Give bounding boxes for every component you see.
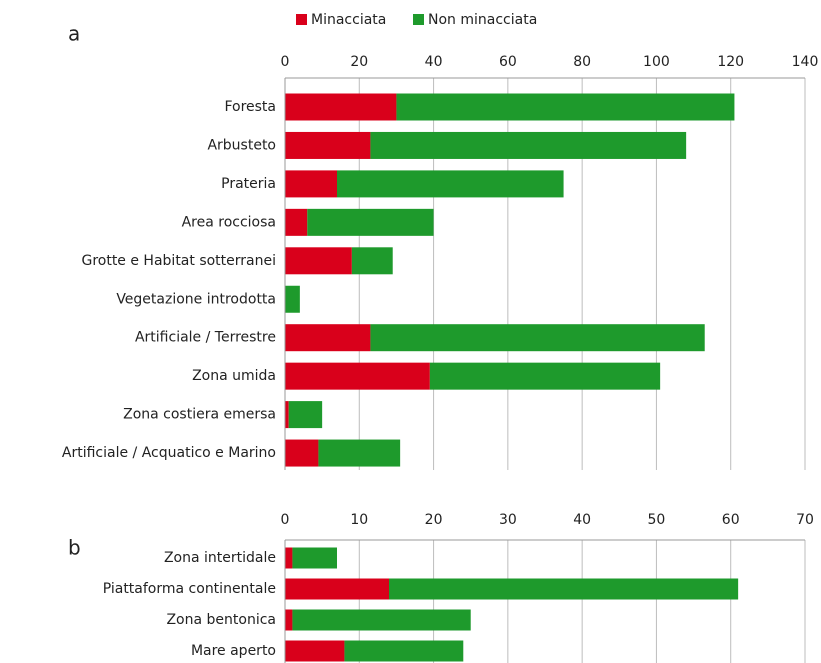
bar xyxy=(292,609,471,631)
x-tick-label: 60 xyxy=(499,54,517,70)
y-tick-label: Zona umida xyxy=(192,368,276,384)
y-tick-label: Grotte e Habitat sotterranei xyxy=(81,253,276,269)
x-tick-label: 70 xyxy=(796,512,814,528)
panel-label: b xyxy=(68,536,81,560)
x-tick-label: 100 xyxy=(643,54,670,70)
bar xyxy=(285,362,430,390)
bar xyxy=(307,208,434,236)
x-tick-label: 30 xyxy=(499,512,517,528)
y-tick-label: Artificiale / Terrestre xyxy=(135,330,276,346)
bar xyxy=(285,170,337,198)
legend-swatch xyxy=(413,14,424,25)
bar xyxy=(285,578,389,600)
legend-swatch xyxy=(296,14,307,25)
y-tick-label: Vegetazione introdotta xyxy=(116,291,276,307)
y-tick-label: Arbusteto xyxy=(207,137,276,153)
bar xyxy=(285,208,308,236)
bar xyxy=(396,93,735,121)
bar xyxy=(285,547,293,569)
y-tick-label: Prateria xyxy=(221,176,276,192)
bar xyxy=(285,93,397,121)
bar xyxy=(285,247,352,275)
bar xyxy=(285,324,371,352)
bar xyxy=(370,131,687,159)
bar xyxy=(389,578,739,600)
x-tick-label: 40 xyxy=(425,54,443,70)
bar xyxy=(285,131,371,159)
x-tick-label: 120 xyxy=(717,54,744,70)
bar xyxy=(429,362,661,390)
y-tick-label: Artificiale / Acquatico e Marino xyxy=(62,445,276,461)
x-tick-label: 50 xyxy=(648,512,666,528)
y-tick-label: Zona bentonica xyxy=(166,612,276,628)
bar xyxy=(285,285,300,313)
x-tick-label: 80 xyxy=(573,54,591,70)
y-tick-label: Area rocciosa xyxy=(182,214,276,230)
bar xyxy=(337,170,564,198)
bar xyxy=(285,439,319,467)
y-tick-label: Zona costiera emersa xyxy=(123,407,276,423)
bar xyxy=(351,247,393,275)
bar xyxy=(318,439,401,467)
bar xyxy=(285,640,345,662)
panel-label: a xyxy=(68,22,80,46)
x-tick-label: 0 xyxy=(281,512,290,528)
y-tick-label: Mare aperto xyxy=(191,643,276,659)
bar xyxy=(292,547,337,569)
bar xyxy=(285,609,293,631)
bar xyxy=(344,640,464,662)
y-tick-label: Zona intertidale xyxy=(164,550,276,566)
x-tick-label: 60 xyxy=(722,512,740,528)
bar xyxy=(285,401,289,429)
legend-label: Non minacciata xyxy=(428,12,537,28)
legend-label: Minacciata xyxy=(311,12,386,28)
x-tick-label: 10 xyxy=(350,512,368,528)
x-tick-label: 0 xyxy=(281,54,290,70)
x-tick-label: 20 xyxy=(425,512,443,528)
bar xyxy=(288,401,323,429)
bar xyxy=(370,324,705,352)
x-tick-label: 40 xyxy=(573,512,591,528)
x-tick-label: 140 xyxy=(792,54,819,70)
x-tick-label: 20 xyxy=(350,54,368,70)
y-tick-label: Foresta xyxy=(224,99,276,115)
y-tick-label: Piattaforma continentale xyxy=(103,581,276,597)
